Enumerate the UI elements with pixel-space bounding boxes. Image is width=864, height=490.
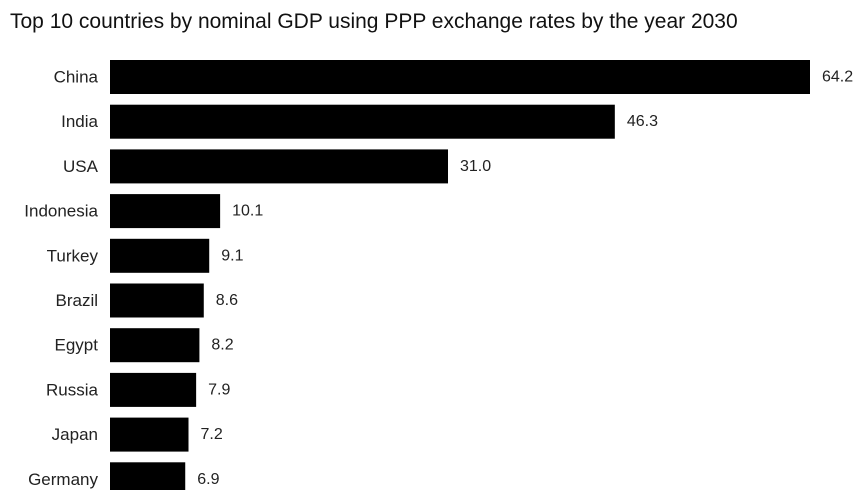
- chart-title: Top 10 countries by nominal GDP using PP…: [10, 10, 738, 33]
- category-label-russia: Russia: [46, 380, 99, 399]
- value-label-brazil: 8.6: [216, 292, 238, 309]
- value-label-japan: 7.2: [201, 426, 223, 443]
- category-label-india: India: [61, 112, 98, 131]
- category-label-usa: USA: [63, 157, 99, 176]
- value-label-russia: 7.9: [208, 381, 230, 398]
- category-label-turkey: Turkey: [47, 246, 99, 265]
- value-labels-group: 64.2 46.3 31.0 10.1 9.1 8.6 8.2 7.9 7.2 6.9: [197, 69, 853, 488]
- category-labels-group: China India USA Indonesia Turkey Brazil Egypt R…: [24, 68, 98, 489]
- value-label-egypt: 8.2: [211, 337, 233, 354]
- category-label-china: China: [54, 68, 99, 87]
- category-label-brazil: Brazil: [55, 291, 98, 310]
- bars-group: [110, 60, 810, 490]
- value-label-germany: 6.9: [197, 471, 219, 488]
- category-label-indonesia: Indonesia: [24, 202, 98, 221]
- bar-germany: [110, 462, 186, 490]
- category-label-egypt: Egypt: [55, 336, 99, 355]
- bar-japan: [110, 417, 189, 452]
- bar-turkey: [110, 238, 210, 273]
- value-label-turkey: 9.1: [221, 247, 243, 264]
- bar-china: [110, 60, 810, 94]
- value-label-indonesia: 10.1: [232, 203, 263, 220]
- bar-india: [110, 104, 615, 139]
- bar-usa: [110, 149, 449, 184]
- value-label-china: 64.2: [822, 69, 853, 86]
- value-label-usa: 31.0: [460, 158, 491, 175]
- bar-brazil: [110, 283, 204, 318]
- bar-indonesia: [110, 194, 221, 229]
- value-label-india: 46.3: [627, 113, 658, 130]
- category-label-japan: Japan: [52, 425, 98, 444]
- bar-russia: [110, 372, 197, 407]
- category-label-germany: Germany: [28, 470, 98, 489]
- bar-egypt: [110, 328, 200, 363]
